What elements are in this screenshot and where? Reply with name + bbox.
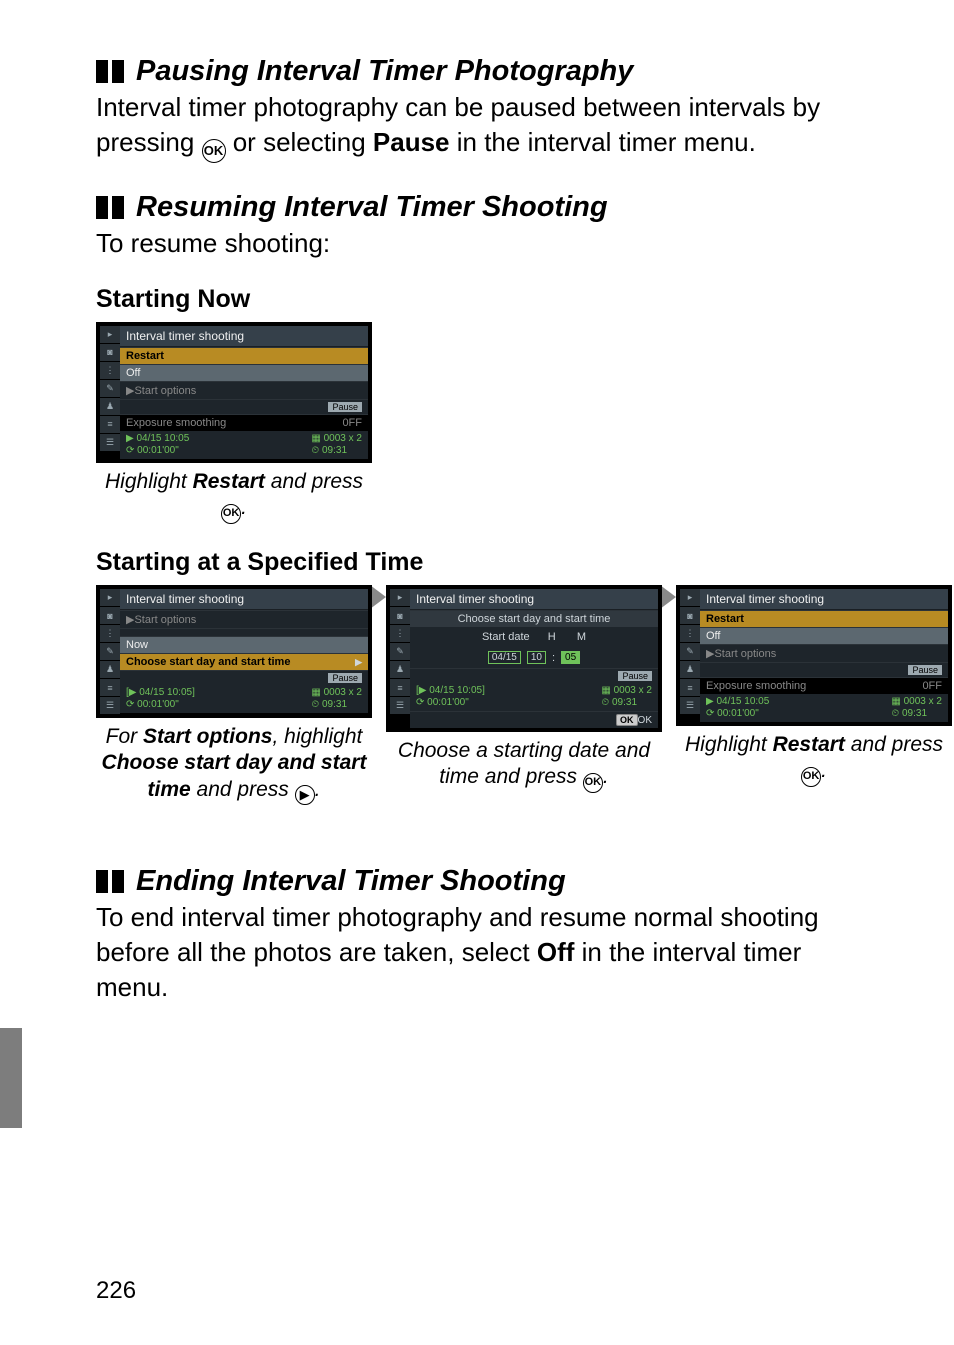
menu-item-restart[interactable]: Restart — [700, 610, 948, 627]
ok-icon: OK — [583, 773, 603, 793]
start-date-values[interactable]: 04/15 10 : 05 — [410, 647, 658, 668]
heading-bars-icon — [96, 870, 124, 893]
ok-icon: OK — [202, 139, 226, 163]
pausing-body-bold: Pause — [373, 127, 450, 157]
menu-title: Interval timer shooting — [120, 589, 368, 610]
menu-status: [▶ 04/15 10:05]⟳ 00:01'00" ▦ 0003 x 2⏲ 0… — [410, 683, 658, 711]
heading-resuming-text: Resuming Interval Timer Shooting — [136, 191, 608, 224]
menu-item-choose-start[interactable]: Choose start day and start time▶ — [120, 653, 368, 670]
heading-ending-text: Ending Interval Timer Shooting — [136, 865, 566, 898]
menu-ok-row[interactable]: OKOK — [410, 711, 658, 728]
page-number: 226 — [96, 1277, 136, 1305]
ending-body-bold: Off — [537, 937, 575, 967]
heading-bars-icon — [96, 60, 124, 83]
menu-sidebar: ▸◙⋮✎♟≡☰ — [680, 589, 700, 722]
caption-step2: Choose a starting date and time and pres… — [386, 738, 662, 793]
resuming-body: To resume shooting: — [96, 226, 872, 261]
screenshot-step1: ▸◙⋮✎♟≡☰ Interval timer shooting ▶Start o… — [96, 585, 372, 805]
menu-sidebar: ▸◙⋮✎♟≡☰ — [100, 326, 120, 459]
caption-step3: Highlight Restart and press OK. — [676, 732, 952, 787]
menu-title: Interval timer shooting — [120, 326, 368, 347]
heading-ending: Ending Interval Timer Shooting — [96, 865, 872, 898]
specified-time-row: ▸◙⋮✎♟≡☰ Interval timer shooting ▶Start o… — [96, 585, 872, 805]
subheading-starting-now: Starting Now — [96, 285, 872, 314]
screenshot-step3: ▸◙⋮✎♟≡☰ Interval timer shooting Restart … — [676, 585, 952, 787]
menu-spacer — [120, 628, 368, 636]
menu-pause-row: Pause — [120, 399, 368, 414]
menu-item-off[interactable]: Off — [700, 627, 948, 644]
step-arrow-icon — [662, 585, 676, 609]
menu-item-exposure: Exposure smoothing0FF — [700, 677, 948, 694]
pausing-body-end: in the interval timer menu. — [450, 127, 756, 157]
right-arrow-icon: ▶ — [295, 785, 315, 805]
caption-start-now: Highlight Restart and press OK. — [96, 469, 372, 524]
menu-sidebar: ▸◙⋮✎♟≡☰ — [390, 589, 410, 728]
heading-bars-icon — [96, 196, 124, 219]
page-side-tab — [0, 1028, 22, 1128]
menu-item-exposure: Exposure smoothing0FF — [120, 414, 368, 431]
screenshot-step2: ▸◙⋮✎♟≡☰ Interval timer shooting Choose s… — [386, 585, 662, 793]
menu-status: ▶ 04/15 10:05⟳ 00:01'00" ▦ 0003 x 2⏲ 09:… — [700, 694, 948, 722]
menu-pause-row: Pause — [120, 670, 368, 685]
menu-pause-row: Pause — [410, 668, 658, 683]
step-arrow-icon — [372, 585, 386, 609]
heading-pausing: Pausing Interval Timer Photography — [96, 55, 872, 88]
menu-title: Interval timer shooting — [410, 589, 658, 610]
menu-item-choose-start-label: Choose start day and start time — [410, 610, 658, 627]
menu-status: [▶ 04/15 10:05]⟳ 00:01'00" ▦ 0003 x 2⏲ 0… — [120, 685, 368, 713]
menu-title: Interval timer shooting — [700, 589, 948, 610]
caption-step1: For Start options, highlight Choose star… — [96, 724, 372, 805]
start-date-header: Start date H M — [410, 627, 658, 647]
menu-item-off[interactable]: Off — [120, 364, 368, 381]
ending-body: To end interval timer photography and re… — [96, 900, 872, 1005]
heading-pausing-text: Pausing Interval Timer Photography — [136, 55, 633, 88]
screenshot-start-now: ▸◙⋮✎♟≡☰ Interval timer shooting Restart … — [96, 322, 372, 524]
heading-resuming: Resuming Interval Timer Shooting — [96, 191, 872, 224]
menu-item-restart[interactable]: Restart — [120, 347, 368, 364]
menu-item-start-options: ▶Start options — [120, 610, 368, 628]
subheading-start-specified: Starting at a Specified Time — [96, 548, 872, 577]
pausing-body-post: or selecting — [226, 127, 373, 157]
pausing-body: Interval timer photography can be paused… — [96, 90, 872, 163]
menu-sidebar: ▸◙⋮✎♟≡☰ — [100, 589, 120, 714]
menu-item-start-options[interactable]: ▶Start options — [120, 381, 368, 399]
ok-icon: OK — [801, 767, 821, 787]
menu-item-start-options[interactable]: ▶Start options — [700, 644, 948, 662]
ok-icon: OK — [221, 504, 241, 524]
menu-item-now[interactable]: Now — [120, 636, 368, 653]
menu-pause-row: Pause — [700, 662, 948, 677]
menu-status: ▶ 04/15 10:05⟳ 00:01'00" ▦ 0003 x 2⏲ 09:… — [120, 431, 368, 459]
